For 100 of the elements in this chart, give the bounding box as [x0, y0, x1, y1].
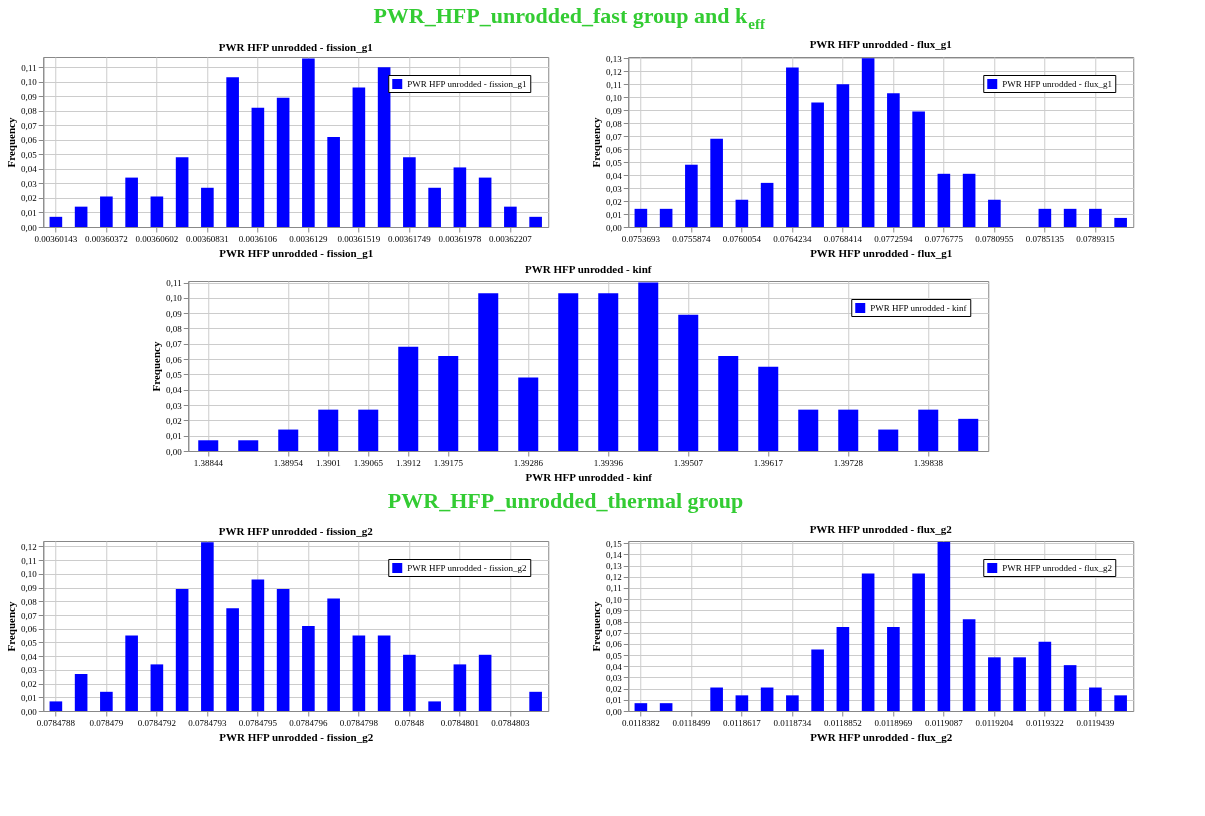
bar [377, 67, 391, 227]
bar [1013, 657, 1026, 711]
x-tick-label: 0.0784803 [491, 717, 530, 728]
x-tick-label: 0.0784795 [238, 717, 278, 728]
bar [352, 87, 366, 227]
x-tick-label: 0.0784801 [440, 717, 479, 728]
bar [403, 157, 416, 227]
y-tick-label: 0,06 [606, 144, 623, 155]
bar [201, 542, 214, 711]
y-tick-label: 0,05 [606, 157, 623, 168]
bar [887, 627, 900, 711]
y-tick-label: 0,09 [606, 605, 623, 616]
bar [1038, 208, 1052, 227]
legend-label: PWR HFP unrodded - kinf [870, 303, 967, 313]
bar [518, 377, 539, 451]
bar [478, 654, 492, 711]
bar [861, 58, 875, 227]
y-tick-label: 0,00 [21, 222, 38, 233]
y-tick-label: 0,03 [606, 672, 623, 683]
x-tick-label: 0.0784793 [188, 717, 227, 728]
y-tick-label: 0,09 [21, 91, 38, 102]
bar [988, 657, 1001, 711]
x-tick-label: 0.0755874 [672, 233, 711, 244]
y-tick-label: 0,03 [21, 178, 38, 189]
bar [958, 418, 979, 451]
x-tick-label: 1.38954 [273, 457, 304, 468]
bar [74, 673, 88, 711]
y-tick-label: 0,03 [21, 665, 38, 676]
bar [760, 687, 774, 711]
x-tick-label: 0.0764234 [773, 233, 812, 244]
y-tick-label: 0,05 [21, 149, 38, 160]
y-tick-label: 0,00 [606, 222, 623, 233]
x-tick-label: 0.0768414 [823, 233, 863, 244]
x-tick-label: 0.0119322 [1025, 717, 1064, 728]
bar [918, 409, 939, 451]
bar [478, 293, 499, 451]
y-axis-title: Frequency [5, 117, 17, 168]
bar [912, 111, 925, 227]
bar [125, 177, 138, 227]
bar [718, 356, 739, 451]
bar [529, 216, 542, 227]
bar [251, 107, 265, 227]
y-tick-label: 0,09 [21, 583, 38, 594]
x-tick-label: 0.0772594 [874, 233, 913, 244]
y-tick-label: 0,11 [606, 79, 622, 90]
y-tick-label: 0,10 [21, 77, 38, 88]
bar [659, 208, 673, 227]
bar [735, 695, 749, 711]
y-tick-label: 0,01 [21, 692, 37, 703]
bar [49, 701, 63, 711]
y-tick-label: 0,04 [21, 164, 38, 175]
bar [398, 346, 419, 451]
x-tick-label: 0.0118734 [773, 717, 812, 728]
bar [74, 206, 88, 227]
x-axis-title: PWR HFP unrodded - flux_g2 [810, 730, 953, 743]
y-tick-label: 0,02 [21, 193, 37, 204]
bar [1038, 641, 1052, 711]
chart-title: PWR HFP unrodded - kinf [525, 262, 652, 275]
x-axis-title: PWR HFP unrodded - flux_g1 [810, 246, 953, 259]
y-tick-label: 0,01 [21, 207, 37, 218]
x-tick-label: 1.39728 [833, 457, 864, 468]
bar [912, 573, 925, 711]
y-tick-label: 0,04 [606, 661, 623, 672]
y-tick-label: 0,01 [166, 431, 182, 442]
bar [327, 136, 340, 227]
x-tick-label: 0.00360602 [135, 233, 179, 244]
x-tick-label: 0.0784788 [36, 717, 76, 728]
y-tick-label: 0,08 [21, 106, 38, 117]
x-tick-label: 0.00362207 [489, 233, 533, 244]
y-tick-label: 0,08 [21, 596, 38, 607]
y-tick-label: 0,04 [606, 170, 623, 181]
bar [125, 635, 138, 711]
x-tick-label: 0.0784796 [289, 717, 328, 728]
bar [836, 627, 850, 711]
bar [937, 173, 951, 227]
y-tick-label: 0,11 [166, 278, 182, 289]
y-tick-label: 0,15 [606, 538, 623, 549]
bar [478, 177, 492, 227]
bar [327, 598, 340, 711]
y-tick-label: 0,02 [166, 415, 182, 426]
x-tick-label: 1.39838 [913, 457, 944, 468]
x-tick-label: 1.39507 [673, 457, 704, 468]
y-tick-label: 0,08 [166, 323, 183, 334]
bar [634, 703, 648, 711]
y-tick-label: 0,12 [606, 572, 622, 583]
x-tick-label: 0.0753693 [621, 233, 661, 244]
bar [685, 164, 698, 227]
x-tick-label: 1.39286 [513, 457, 544, 468]
chart-title: PWR HFP unrodded - flux_g2 [809, 523, 953, 536]
bar [878, 429, 899, 451]
legend-label: PWR HFP unrodded - fission_g1 [407, 79, 527, 89]
x-tick-label: 0.0118617 [722, 717, 762, 728]
bar [276, 97, 290, 227]
y-tick-label: 0,03 [606, 183, 623, 194]
y-tick-label: 0,11 [21, 62, 37, 73]
x-axis-title: PWR HFP unrodded - kinf [525, 470, 653, 483]
y-tick-label: 0,12 [606, 66, 622, 77]
bar [504, 206, 517, 227]
x-tick-label: 0.0780955 [975, 233, 1014, 244]
bar [529, 691, 542, 711]
